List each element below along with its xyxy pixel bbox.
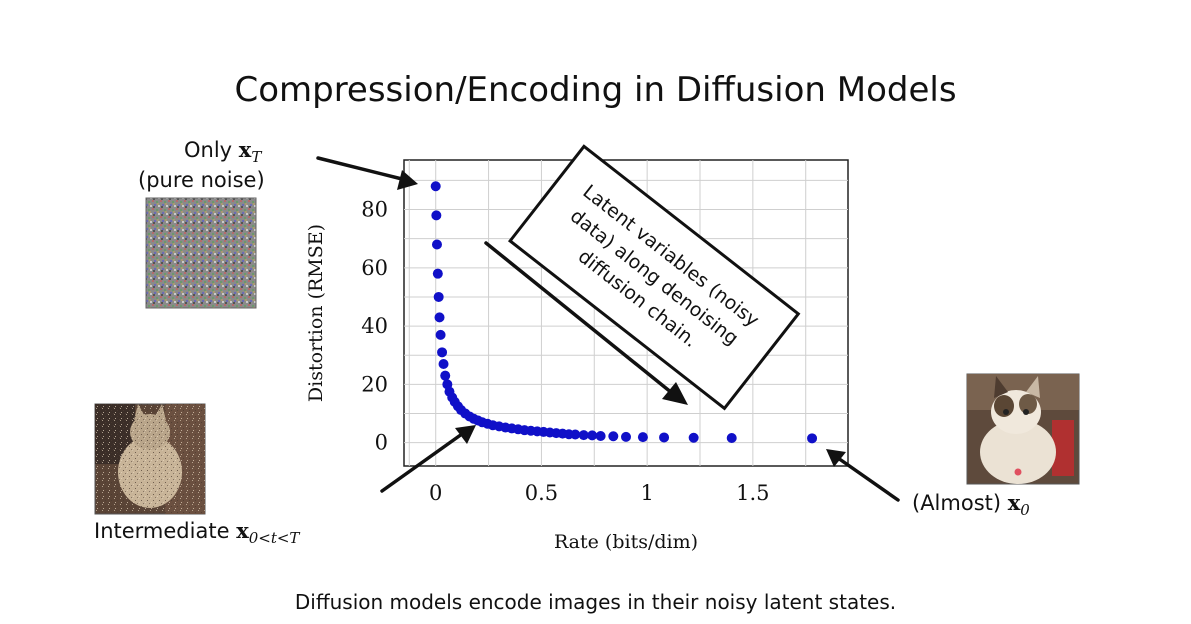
data-point [433, 291, 444, 302]
x-tick-label: 1 [640, 481, 653, 505]
label-only-xT: Only xT [184, 137, 262, 167]
data-point [621, 431, 631, 442]
data-point [688, 432, 699, 443]
arrow-diagonal [484, 241, 688, 405]
x-tick-label: 1.5 [736, 481, 769, 505]
data-point [438, 359, 449, 369]
y-tick-label: 80 [361, 198, 388, 222]
y-tick-label: 0 [375, 431, 388, 455]
slide-title: Compression/Encoding in Diffusion Models [234, 70, 957, 110]
noise-image [145, 197, 257, 309]
data-point [434, 312, 445, 323]
axis-ticks: 0 0.5 1 1.5 0 20 40 60 80 [361, 198, 769, 505]
label-almost-x0: (Almost) x0 [912, 490, 1030, 520]
data-point [437, 347, 448, 358]
data-point [431, 210, 442, 221]
data-point [440, 370, 451, 381]
data-point [807, 433, 818, 444]
data-point [570, 429, 581, 440]
data-point [430, 181, 441, 192]
data-point [435, 329, 446, 340]
x-tick-label: 0.5 [525, 481, 558, 505]
data-point [659, 432, 670, 443]
partially-denoised-cat-image [94, 403, 206, 515]
x-tick-label: 0 [429, 481, 442, 505]
data-point [608, 431, 619, 442]
arrow-to-intermediate [380, 425, 476, 493]
y-tick-label: 40 [361, 314, 388, 338]
data-point [595, 430, 606, 441]
data-points [430, 181, 818, 444]
y-tick-label: 60 [361, 256, 388, 280]
arrow-to-start [316, 156, 418, 190]
label-pure-noise: (pure noise) [138, 168, 265, 192]
slide-caption: Diffusion models encode images in their … [294, 590, 897, 614]
x-axis-label: Rate (bits/dim) [554, 531, 698, 553]
y-tick-label: 20 [361, 372, 388, 396]
data-point [431, 239, 442, 250]
label-intermediate: Intermediate x0<t<T [94, 518, 300, 548]
data-point [432, 268, 443, 279]
y-axis-label: Distortion (RMSE) [305, 224, 327, 402]
data-point [587, 430, 598, 441]
data-point [578, 430, 589, 441]
cat-image [966, 373, 1080, 485]
data-point [637, 432, 648, 443]
arrow-to-end [826, 449, 900, 502]
data-point [726, 433, 737, 444]
